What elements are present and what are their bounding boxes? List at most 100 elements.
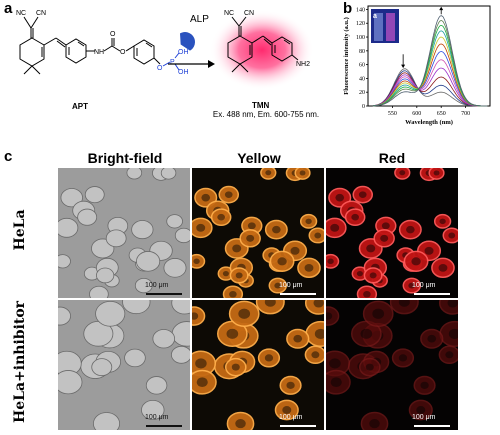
scale-label-red-1: 100 μm [412, 282, 436, 289]
cells-red-0 [326, 168, 458, 298]
panel-c-label: c [4, 148, 13, 165]
scale-label-yellow-2: 100 μm [279, 414, 303, 421]
nucleus-3 [366, 244, 376, 253]
row-label-hela: HeLa [12, 209, 28, 251]
nucleus-21 [327, 258, 334, 265]
nucleus-14 [313, 300, 324, 308]
nucleus-11 [360, 328, 373, 339]
nucleus-1 [448, 328, 458, 339]
cell-3 [58, 306, 71, 326]
nucleus-18 [351, 213, 359, 221]
spectrum-line-11 [372, 15, 488, 107]
cell-9 [145, 376, 168, 395]
nucleus-12 [365, 363, 374, 371]
cell-0 [134, 277, 153, 294]
arrow-down-head [401, 64, 406, 69]
nucleus-8 [380, 234, 389, 242]
scale-bar-yellow-1 [280, 425, 316, 427]
enzyme-label: ALP [190, 14, 209, 25]
emission-spectra-chart: 550 600 650 700 0 20 40 60 80 100 120 140 Wavelength… [343, 5, 491, 126]
nucleus-3 [192, 312, 199, 320]
nucleus-25 [363, 290, 371, 298]
inset-vial-1 [374, 13, 383, 41]
atom-o-carbonyl: O [110, 31, 116, 38]
y-tick-label-140: 140 [356, 7, 365, 13]
nucleus-6 [222, 270, 229, 277]
tile-red-0 [326, 168, 458, 298]
scale-label-bf-2: 100 μm [145, 414, 169, 421]
nucleus-9 [420, 381, 429, 389]
y-tick-label-0: 0 [362, 104, 365, 110]
cell-12 [91, 358, 113, 377]
cells-bf-1 [58, 300, 190, 430]
y-tick-label-20: 20 [359, 90, 365, 96]
cell-3 [326, 306, 340, 326]
nucleus-18 [217, 213, 225, 221]
tile-bf-0 [58, 168, 190, 298]
nucleus-0 [235, 419, 246, 429]
nucleus-20 [277, 257, 287, 266]
atom-p: P [170, 59, 175, 66]
nucleus-5 [311, 351, 320, 359]
nucleus-8 [246, 234, 255, 242]
x-tick-label-650: 650 [437, 111, 446, 117]
nucleus-16 [406, 225, 415, 234]
ex-em-text: Ex. 488 nm, Em. 600-755 nm. [212, 110, 320, 119]
cell-20 [136, 251, 161, 272]
tile-yellow-0 [192, 168, 324, 298]
x-tick-label-600: 600 [412, 111, 421, 117]
nucleus-5 [445, 351, 454, 359]
nucleus-1 [335, 193, 345, 202]
fluorescence-glow [210, 10, 314, 90]
nucleus-6 [356, 270, 363, 277]
nucleus-7 [329, 358, 341, 369]
nucleus-24 [399, 170, 406, 176]
cell-18 [77, 208, 98, 226]
nucleus-17 [224, 191, 233, 198]
cell-17 [84, 186, 105, 204]
atom-cn-tmn: CN [244, 10, 254, 17]
cell-17 [389, 300, 419, 315]
nucleus-4 [448, 232, 456, 239]
cell-17 [255, 300, 285, 315]
alp-enzyme-icon [180, 32, 195, 51]
x-tick-label-550: 550 [388, 111, 397, 117]
reaction-scheme: NC CN NH O O O P OH OH [16, 10, 314, 90]
atom-nc: NC [16, 10, 26, 17]
atom-oh-2: OH [178, 69, 189, 76]
nucleus-14 [447, 300, 458, 308]
nucleus-17 [264, 300, 276, 307]
nucleus-10 [398, 354, 408, 362]
cell-15 [163, 258, 187, 278]
scale-bar-red-1 [414, 425, 450, 427]
nucleus-15 [438, 263, 448, 272]
cells-red-1 [326, 300, 458, 430]
nucleus-9 [286, 381, 295, 389]
apt-structure [19, 16, 161, 75]
x-tick-label-700: 700 [461, 111, 470, 117]
nucleus-19 [439, 218, 446, 225]
nucleus-16 [272, 225, 281, 234]
arrow-up-head [439, 6, 444, 11]
cell-25 [89, 285, 109, 298]
nucleus-16 [293, 334, 303, 343]
nucleus-0 [274, 282, 282, 289]
nucleus-12 [231, 363, 240, 371]
col-header-bright-field: Bright-field [87, 150, 163, 166]
cell-19 [166, 214, 183, 229]
nucleus-5 [381, 222, 390, 230]
nucleus-0 [408, 282, 416, 289]
y-tick-label-60: 60 [359, 63, 365, 69]
y-tick-label-80: 80 [359, 49, 365, 55]
atom-cn: CN [36, 10, 46, 17]
y-tick-label-100: 100 [356, 35, 365, 41]
apt-label: APT [72, 102, 88, 111]
nucleus-1 [314, 328, 324, 339]
nucleus-1 [201, 193, 211, 202]
nucleus-10 [433, 170, 440, 176]
cell-23 [58, 217, 79, 238]
cell-0 [93, 412, 121, 430]
y-tick-label-40: 40 [359, 76, 365, 82]
atom-nc-tmn: NC [224, 10, 234, 17]
nucleus-2 [282, 406, 292, 414]
